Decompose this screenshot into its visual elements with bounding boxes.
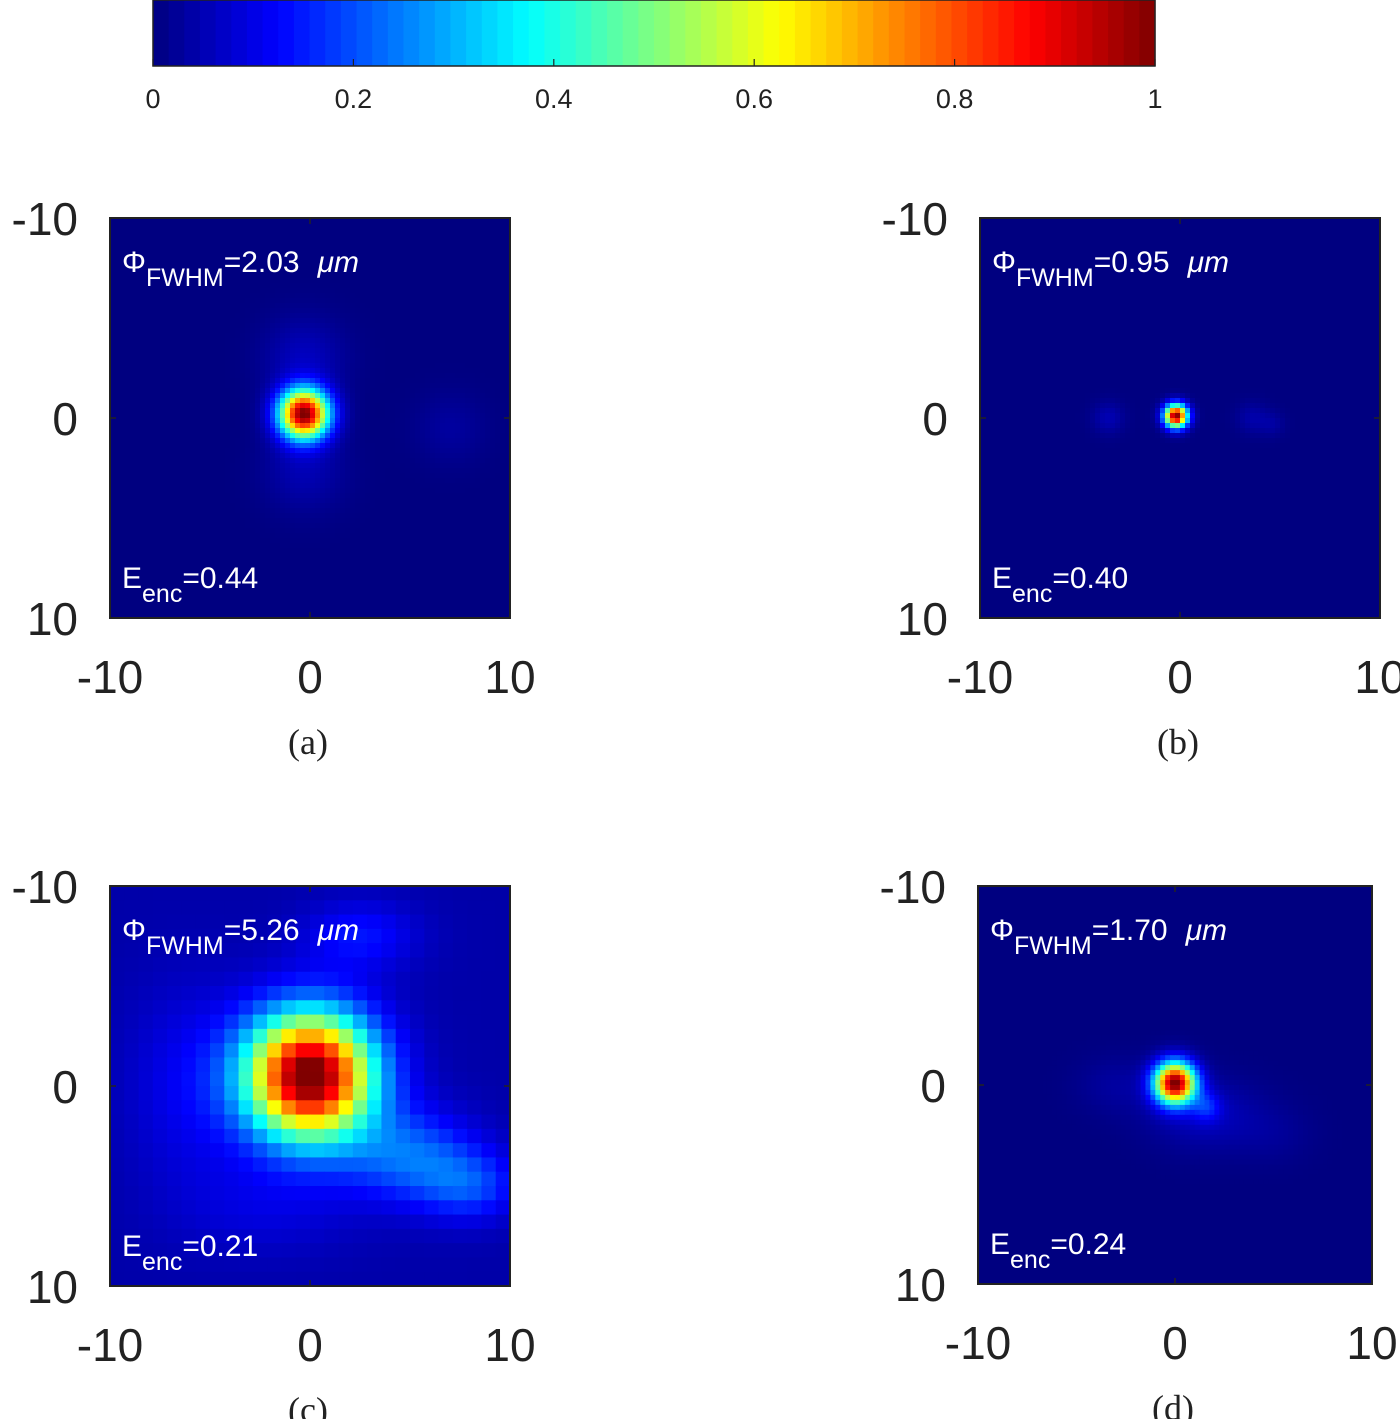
heatmap-a <box>110 218 511 619</box>
x-tick-label: -10 <box>945 1317 1011 1369</box>
fwhm-annotation: ΦFWHM=0.95 μm <box>992 246 1229 292</box>
panel-caption: (a) <box>288 722 328 762</box>
heatmap-b <box>980 218 1381 619</box>
colorbar-tick-label: 0.6 <box>735 84 773 114</box>
x-tick-label: 0 <box>297 1319 323 1371</box>
x-tick-label: 10 <box>484 1319 535 1371</box>
phi-symbol: Φ <box>122 914 146 947</box>
heatmap-d <box>978 886 1373 1285</box>
y-tick-label: 0 <box>920 1060 946 1112</box>
y-tick-label: 10 <box>27 1261 78 1313</box>
y-tick-label: 0 <box>52 393 78 445</box>
fwhm-value: =5.26 <box>224 914 300 947</box>
colorbar-tick-label: 1 <box>1147 84 1162 114</box>
fwhm-unit: μm <box>1185 914 1227 947</box>
x-tick-label: 0 <box>297 651 323 703</box>
e-subscript: enc <box>1012 580 1052 608</box>
phi-symbol: Φ <box>992 246 1016 279</box>
panel-c: -10 -10 0 0 10 10 ΦFWHM=5.26 μm Eenc=0.21 (c) <box>12 861 536 1419</box>
fwhm-unit: μm <box>1187 246 1229 279</box>
e-subscript: enc <box>142 1248 182 1276</box>
x-tick-label: 10 <box>1354 651 1400 703</box>
y-tick-label: -10 <box>882 193 948 245</box>
colorbar-tick-label: 0 <box>145 84 160 114</box>
fwhm-annotation: ΦFWHM=5.26 μm <box>122 914 359 960</box>
e-subscript: enc <box>1010 1246 1050 1274</box>
x-tick-label: -10 <box>947 651 1013 703</box>
fwhm-value: =2.03 <box>224 246 300 279</box>
phi-symbol: Φ <box>990 914 1014 947</box>
colorbar-tick-label: 0.2 <box>335 84 373 114</box>
e-enc-value: =0.40 <box>1052 562 1128 595</box>
phi-subscript: FWHM <box>146 264 224 292</box>
y-tick-label: 0 <box>52 1061 78 1113</box>
colorbar: 0 0.2 0.4 0.6 0.8 1 <box>145 0 1163 114</box>
x-tick-label: 0 <box>1167 651 1193 703</box>
y-tick-label: -10 <box>12 193 78 245</box>
e-symbol: E <box>122 562 142 595</box>
energy-annotation: Eenc=0.21 <box>122 1230 258 1276</box>
phi-symbol: Φ <box>122 246 146 279</box>
y-tick-label: 10 <box>27 593 78 645</box>
x-tick-label: -10 <box>77 1319 143 1371</box>
panel-caption: (c) <box>288 1390 328 1419</box>
fwhm-annotation: ΦFWHM=1.70 μm <box>990 914 1227 960</box>
energy-annotation: Eenc=0.40 <box>992 562 1128 608</box>
e-subscript: enc <box>142 580 182 608</box>
e-enc-value: =0.24 <box>1050 1228 1126 1261</box>
panel-a: -10 -10 0 0 10 10 ΦFWHM=2.03 μm Eenc=0.44 (a) <box>12 193 536 762</box>
e-symbol: E <box>992 562 1012 595</box>
colorbar-tick-label: 0.8 <box>936 84 974 114</box>
x-tick-label: 0 <box>1162 1317 1188 1369</box>
energy-annotation: Eenc=0.24 <box>990 1228 1126 1274</box>
y-tick-label: 10 <box>895 1259 946 1311</box>
phi-subscript: FWHM <box>146 932 224 960</box>
fwhm-value: =0.95 <box>1094 246 1170 279</box>
y-tick-label: -10 <box>880 861 946 913</box>
heatmap-c <box>110 886 511 1287</box>
colorbar-tick-label: 0.4 <box>535 84 573 114</box>
x-tick-label: 10 <box>1346 1317 1397 1369</box>
fwhm-unit: μm <box>317 246 359 279</box>
e-symbol: E <box>990 1228 1010 1261</box>
fwhm-value: =1.70 <box>1092 914 1168 947</box>
colorbar-frame <box>152 0 1156 67</box>
panel-b: -10 -10 0 0 10 10 ΦFWHM=0.95 μm Eenc=0.40 (b) <box>882 193 1400 762</box>
y-tick-label: -10 <box>12 861 78 913</box>
x-tick-label: -10 <box>77 651 143 703</box>
e-enc-value: =0.44 <box>182 562 258 595</box>
panel-caption: (d) <box>1152 1388 1194 1419</box>
phi-subscript: FWHM <box>1014 932 1092 960</box>
y-tick-label: 10 <box>897 593 948 645</box>
e-enc-value: =0.21 <box>182 1230 258 1263</box>
phi-subscript: FWHM <box>1016 264 1094 292</box>
energy-annotation: Eenc=0.44 <box>122 562 258 608</box>
panel-d: -10 -10 0 0 10 10 ΦFWHM=1.70 μm Eenc=0.24 (d) <box>880 861 1398 1419</box>
panel-caption: (b) <box>1157 722 1199 762</box>
x-tick-label: 10 <box>484 651 535 703</box>
e-symbol: E <box>122 1230 142 1263</box>
y-tick-label: 0 <box>922 393 948 445</box>
fwhm-unit: μm <box>317 914 359 947</box>
fwhm-annotation: ΦFWHM=2.03 μm <box>122 246 359 292</box>
